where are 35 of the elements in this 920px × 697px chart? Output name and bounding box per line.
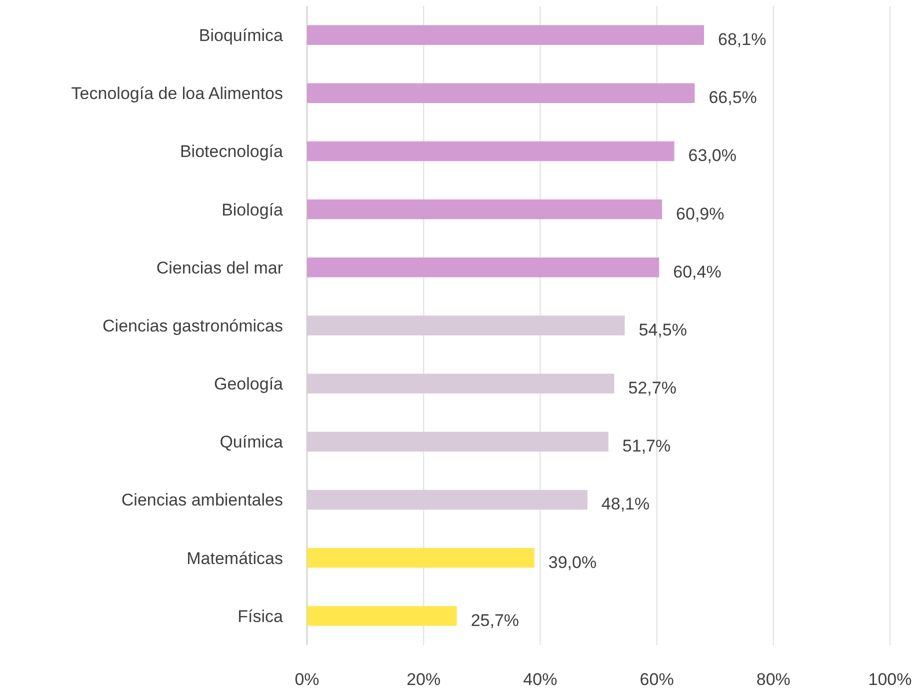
data-label: 60,4% — [673, 262, 722, 282]
y-tick-label: Matemáticas — [186, 548, 283, 568]
data-label: 54,5% — [638, 320, 687, 340]
y-tick-label: Bioquímica — [198, 26, 284, 45]
y-tick-label: Ciencias gastronómicas — [102, 316, 283, 336]
y-tick-label: Biología — [222, 200, 284, 220]
x-tick-label: 100% — [868, 670, 912, 689]
y-tick-label: Química — [220, 432, 284, 452]
data-label: 66,5% — [708, 88, 757, 108]
x-tick-label: 60% — [640, 670, 674, 689]
data-label: 25,7% — [470, 610, 520, 630]
x-tick-label: 0% — [294, 670, 320, 689]
bar — [307, 548, 534, 568]
bar — [307, 199, 662, 220]
x-tick-label: 40% — [523, 670, 558, 689]
bar — [307, 141, 674, 162]
bar — [307, 25, 704, 45]
data-label: 48,1% — [601, 494, 650, 514]
bar — [307, 606, 457, 626]
data-label: 51,7% — [622, 436, 671, 456]
y-tick-label: Tecnología de loa Alimentos — [71, 84, 283, 104]
y-tick-label: Ciencias del mar — [156, 258, 284, 278]
y-tick-label: Ciencias ambientales — [121, 490, 283, 510]
data-label: 63,0% — [688, 146, 736, 166]
x-tick-label: 20% — [406, 670, 441, 689]
y-tick-label: Biotecnología — [180, 142, 284, 162]
x-tick-label: 80% — [756, 670, 790, 689]
y-tick-label: Geología — [214, 374, 284, 394]
data-label: 68,1% — [718, 30, 766, 49]
bar — [307, 258, 660, 278]
data-label: 39,0% — [548, 552, 597, 572]
y-tick-label: Física — [238, 606, 284, 626]
data-label: 60,9% — [676, 204, 724, 224]
bar — [307, 83, 695, 104]
data-label: 52,7% — [628, 378, 676, 398]
